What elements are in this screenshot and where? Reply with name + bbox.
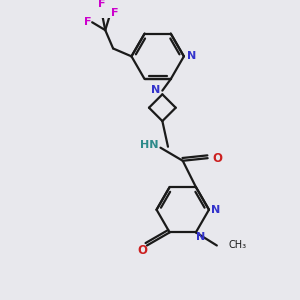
Text: N: N [151, 85, 160, 95]
Text: HN: HN [140, 140, 158, 150]
Text: O: O [137, 244, 147, 257]
Text: N: N [187, 51, 196, 61]
Text: N: N [211, 205, 220, 215]
Text: F: F [111, 8, 119, 18]
Text: N: N [196, 232, 205, 242]
Text: O: O [212, 152, 222, 165]
Text: CH₃: CH₃ [228, 241, 246, 250]
Text: F: F [98, 0, 105, 9]
Text: F: F [84, 17, 91, 27]
